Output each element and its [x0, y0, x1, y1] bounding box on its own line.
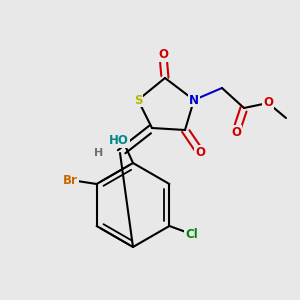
Text: Cl: Cl — [185, 227, 198, 241]
Text: S: S — [134, 94, 142, 106]
Text: O: O — [158, 49, 168, 62]
Text: Br: Br — [63, 173, 78, 187]
Text: O: O — [231, 125, 241, 139]
Text: HO: HO — [109, 134, 129, 148]
Text: H: H — [94, 148, 103, 158]
Text: N: N — [189, 94, 199, 106]
Text: O: O — [195, 146, 205, 158]
Text: O: O — [263, 97, 273, 110]
